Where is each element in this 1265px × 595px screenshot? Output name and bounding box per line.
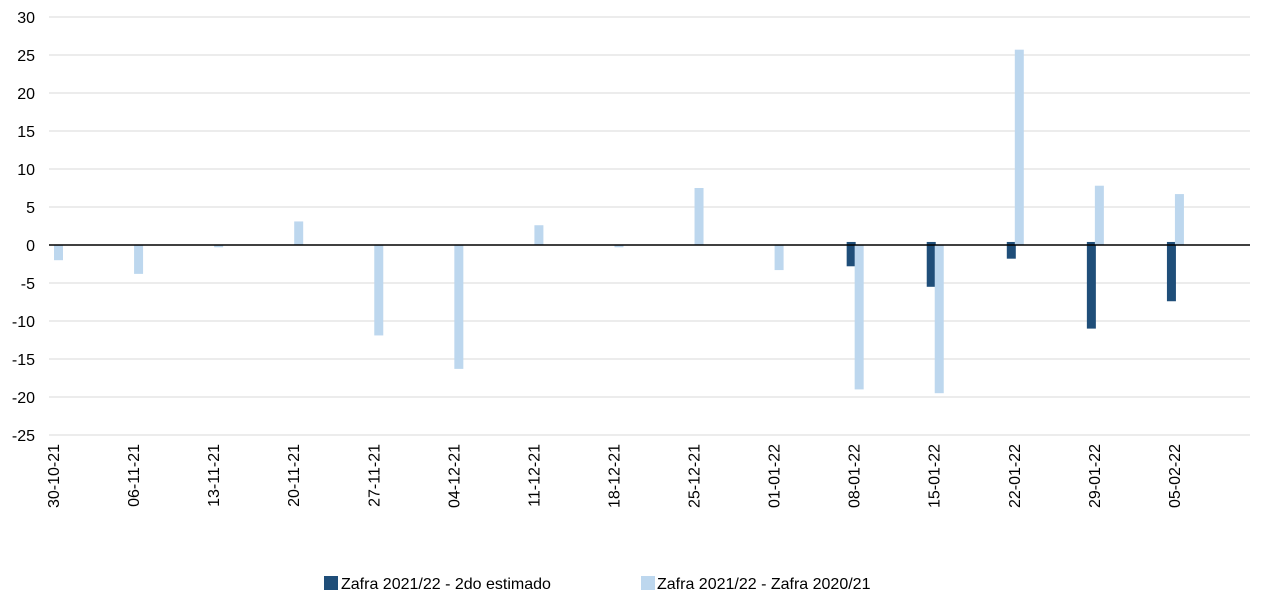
bar-series-2 (1014, 49, 1024, 246)
bar-series-1 (846, 245, 856, 267)
y-tick-label: 0 (26, 238, 35, 255)
x-tick-label: 01-01-22 (767, 444, 784, 508)
bar-series-2 (614, 245, 624, 248)
bar-series-2 (774, 245, 784, 271)
bar-series-1 (926, 245, 936, 287)
x-tick-label: 05-02-22 (1167, 444, 1184, 508)
legend: Zafra 2021/22 - 2do estimado Zafra 2021/… (324, 576, 871, 593)
x-tick-label: 06-11-21 (126, 444, 143, 507)
x-tick-label: 08-01-22 (847, 444, 864, 508)
legend-swatch-series-1 (324, 576, 338, 590)
y-tick-label: -5 (21, 276, 35, 293)
bar-series-2 (294, 221, 304, 245)
bar-series-2 (1094, 185, 1104, 245)
bar-series-1 (1166, 245, 1176, 302)
bar-cap-series-1 (1166, 241, 1176, 245)
y-axis: 30 25 20 15 10 5 0 -5 -10 -15 -20 -25 (12, 10, 35, 445)
bars (54, 49, 1184, 394)
y-tick-label: -25 (12, 428, 35, 445)
x-axis: 30-10-21 06-11-21 13-11-21 20-11-21 27-11-21… (46, 444, 1184, 508)
y-tick-label: 25 (17, 48, 35, 65)
x-tick-label: 18-12-21 (606, 444, 623, 508)
y-tick-label: 5 (26, 200, 35, 217)
x-tick-label: 29-01-22 (1087, 444, 1104, 508)
gridlines (49, 16, 1250, 436)
bar-series-2 (134, 245, 144, 274)
bar-series-2 (374, 245, 384, 336)
y-tick-label: 10 (17, 162, 35, 179)
y-tick-label: 15 (17, 124, 35, 141)
x-tick-label: 30-10-21 (46, 444, 63, 508)
bar-cap-series-1 (926, 241, 936, 245)
y-tick-label: -20 (12, 390, 35, 407)
bar-series-1 (1006, 245, 1016, 259)
y-tick-label: -15 (12, 352, 35, 369)
x-tick-label: 22-01-22 (1007, 444, 1024, 508)
bar-cap-series-1 (846, 241, 856, 245)
y-tick-label: 30 (17, 10, 35, 27)
bar-series-2 (454, 245, 464, 369)
x-tick-label: 25-12-21 (687, 444, 704, 508)
x-tick-label: 13-11-21 (206, 444, 223, 507)
bar-series-2 (534, 225, 544, 245)
x-tick-label: 27-11-21 (366, 444, 383, 507)
bar-series-2 (54, 245, 63, 261)
y-tick-label: 20 (17, 86, 35, 103)
x-tick-label: 15-01-22 (927, 444, 944, 508)
legend-swatch-series-2 (641, 576, 655, 590)
x-tick-label: 04-12-21 (446, 444, 463, 508)
y-tick-label: -10 (12, 314, 35, 331)
x-tick-label: 11-12-21 (526, 444, 543, 507)
legend-label-series-2: Zafra 2021/22 - Zafra 2020/21 (657, 576, 871, 593)
bar-series-2 (214, 245, 224, 248)
bar-series-2 (694, 188, 704, 245)
bar-cap-series-1 (1006, 241, 1016, 245)
bar-series-1 (1086, 245, 1096, 329)
bar-series-2 (934, 245, 944, 394)
bar-series-2 (1174, 194, 1184, 245)
x-tick-label: 20-11-21 (286, 444, 303, 507)
legend-label-series-1: Zafra 2021/22 - 2do estimado (341, 576, 551, 593)
bar-series-2 (854, 245, 864, 390)
bar-cap-series-1 (1086, 241, 1096, 245)
